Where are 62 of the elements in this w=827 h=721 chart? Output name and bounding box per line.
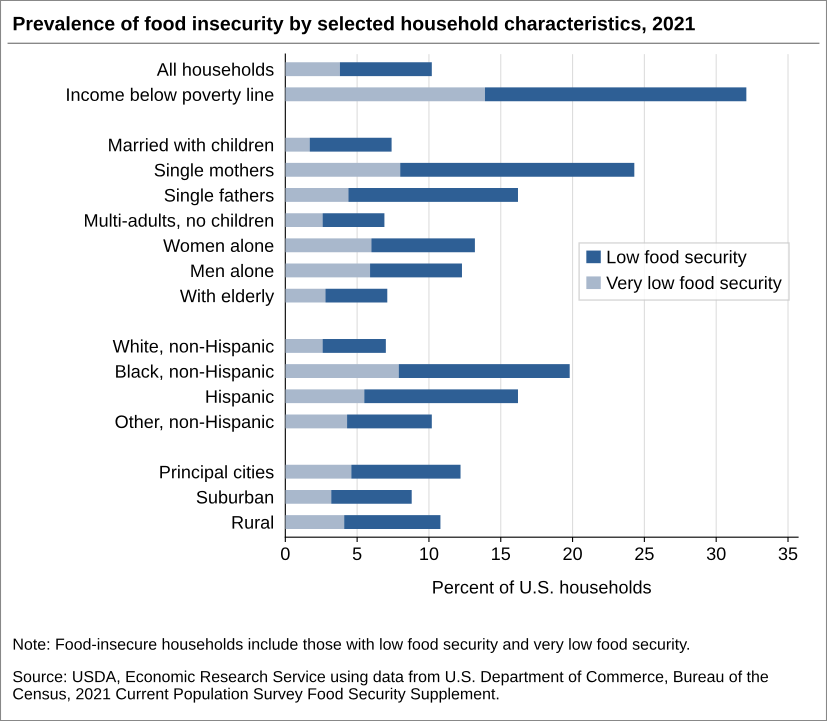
bar [285,138,310,152]
bar [322,213,384,228]
y-tick-label: Income below poverty line [67,88,274,105]
bar [285,490,332,504]
bar [347,414,432,428]
y-tick-label: Multi-adults, no children [85,214,274,229]
bar [285,339,323,353]
x-tick-label: 35 [778,547,798,560]
x-tick-label: 15 [492,548,510,560]
bar [364,389,518,404]
y-tick-label: Rural [232,516,273,529]
bar [310,138,392,152]
x-tick-label: 10 [420,547,438,560]
bar [400,162,634,177]
bar [484,87,746,102]
bar [326,288,388,303]
y-tick-label: Suburban [196,490,274,504]
bar [285,62,340,76]
x-tick-label: 0 [281,547,290,560]
bar [285,364,399,378]
bar [371,238,475,252]
bar [285,87,485,102]
y-tick-label: With elderly [180,289,274,306]
bar [285,213,323,228]
bar [285,188,349,202]
y-tick-label: All households [156,62,274,76]
bar [285,264,370,278]
y-tick-label: Black, non-Hispanic [116,364,274,382]
x-tick-label: 25 [635,547,654,560]
y-tick-label: Principal cities [160,465,274,482]
y-tick-label: Hispanic [206,390,274,407]
bar [348,188,518,202]
source-note: Source: USDA, Economic Research Service using data from U.S. Department of Commerce, Bureau of the Census, 2021 Current Population Survey Food Security Supplement. [13,670,768,703]
bar [340,62,432,76]
bar [344,515,440,529]
bar [322,339,386,353]
bar [285,162,400,177]
bar [370,264,462,278]
bar [285,238,372,252]
y-tick-label: Married with children [109,138,274,152]
y-tick-label: White, non-Hispanic [112,339,274,356]
bar [285,288,326,303]
x-axis-title: Percent of U.S. households [433,580,651,594]
bar [351,464,461,479]
bar [285,464,352,479]
y-tick-label: Other, non-Hispanic [115,414,274,432]
bar [331,490,412,504]
legend-label: Very low food security [606,276,782,293]
bar [285,515,344,529]
y-tick-label: Single mothers [154,163,274,180]
x-tick-label: 20 [563,547,582,560]
text: Note: Food-insecure households include those with low food security and very low food security. [14,638,689,653]
y-tick-label: Women alone [163,238,274,252]
chart-title: Prevalence of food insecurity by selected household characteristics, 2021 [14,16,695,34]
x-tick-label: 30 [706,547,726,560]
bar [285,389,364,404]
bar [398,364,570,378]
legend-label: Low food security [608,250,747,267]
y-tick-label: Men alone [191,264,274,278]
x-tick-label: 5 [352,548,362,560]
bar [285,414,348,428]
y-tick-label: Single fathers [164,188,274,206]
